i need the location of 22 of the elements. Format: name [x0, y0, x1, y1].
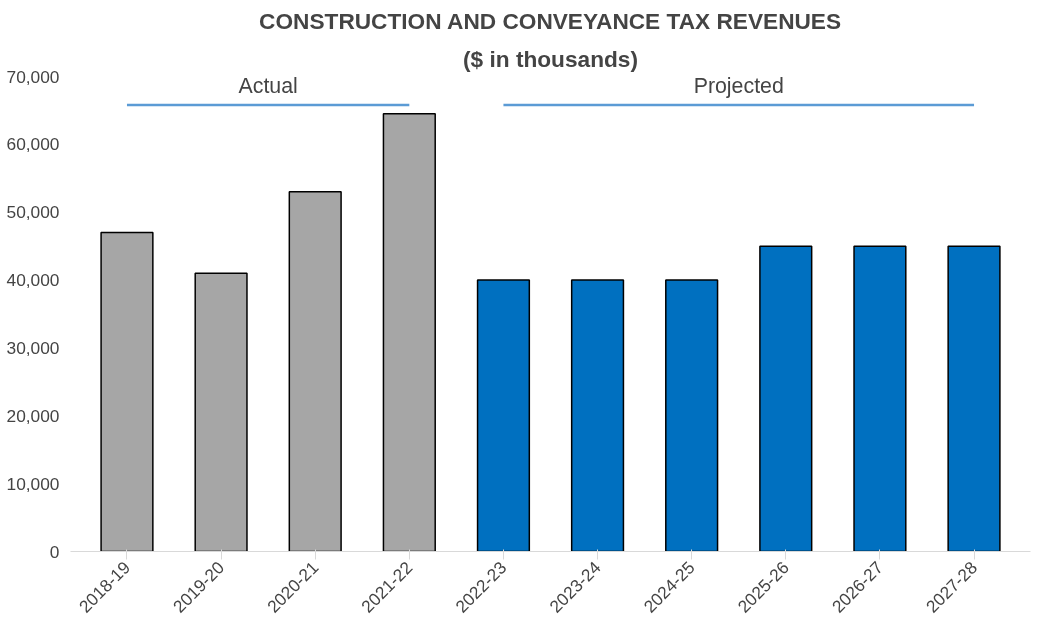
bar [853, 245, 907, 552]
y-tick-label: 30,000 [6, 337, 60, 358]
bar [759, 245, 813, 552]
y-tick-label: 10,000 [6, 473, 60, 494]
bar [288, 191, 342, 552]
bar [665, 279, 719, 552]
bar [194, 272, 248, 552]
bar [100, 231, 154, 552]
y-tick-label: 60,000 [6, 134, 60, 155]
y-tick-label: 20,000 [6, 405, 60, 426]
chart-title: CONSTRUCTION AND CONVEYANCE TAX REVENUES [259, 7, 842, 34]
y-tick-label: 50,000 [6, 202, 60, 223]
series-label: Projected [693, 73, 784, 98]
bar [382, 113, 436, 552]
chart-subtitle: ($ in thousands) [463, 45, 638, 72]
series-label: Actual [238, 73, 298, 98]
bar [570, 279, 625, 552]
bar [476, 279, 531, 552]
bar [947, 245, 1001, 552]
y-tick-label: 0 [49, 541, 60, 562]
y-tick-label: 70,000 [6, 66, 60, 87]
y-tick-label: 40,000 [6, 270, 60, 291]
